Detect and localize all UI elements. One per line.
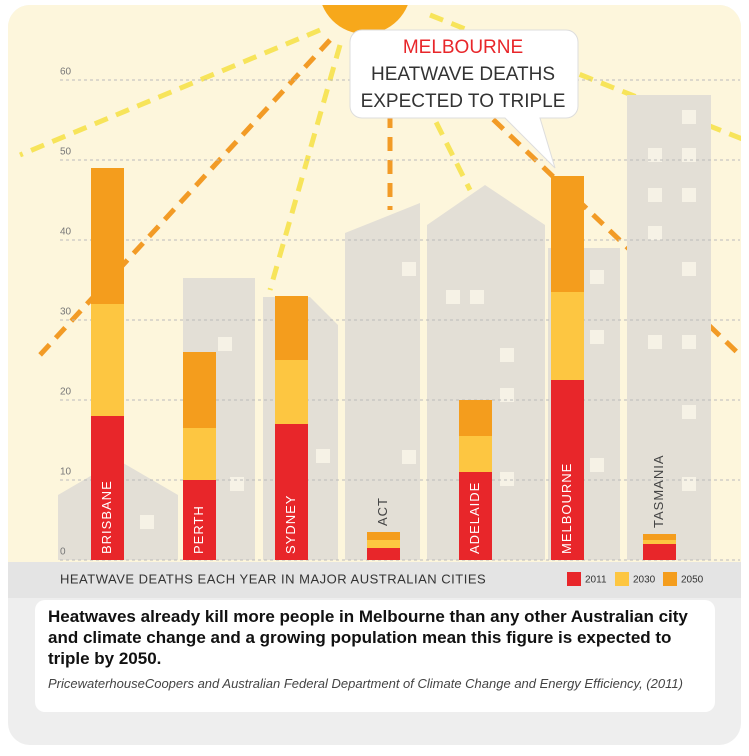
bar-segment (643, 534, 676, 540)
bar-segment (275, 360, 308, 424)
bar-segment (367, 532, 400, 540)
category-label: TASMANIA (651, 455, 666, 529)
bar-segment (459, 472, 492, 560)
y-tick-label: 40 (60, 227, 72, 238)
y-tick-label: 50 (60, 147, 72, 158)
bar-segment (275, 296, 308, 360)
bar-segment (459, 436, 492, 472)
annotation-line: HEATWAVE DEATHS (371, 64, 555, 85)
bar-segment (91, 416, 124, 560)
bar-segment (643, 540, 676, 544)
legend-swatch (567, 572, 581, 586)
y-tick-label: 20 (60, 387, 72, 398)
y-tick-label: 10 (60, 467, 72, 478)
category-label: BRISBANE (99, 480, 114, 554)
bar-segment (183, 428, 216, 480)
bar-segment (183, 480, 216, 560)
legend-swatch (663, 572, 677, 586)
legend-label: 2030 (633, 575, 656, 586)
callout (349, 29, 579, 169)
bar-segment (551, 380, 584, 560)
scene (8, 5, 741, 598)
category-label: ADELAIDE (467, 482, 482, 554)
bar-segment (367, 540, 400, 548)
category-label: ACT (375, 497, 390, 526)
bar-segment (551, 176, 584, 292)
y-tick-label: 30 (60, 307, 72, 318)
grid: 0 10 20 30 40 50 60 (60, 67, 740, 561)
x-axis-title: HEATWAVE DEATHS EACH YEAR IN MAJOR AUSTR… (60, 571, 486, 586)
source-text: PricewaterhouseCoopers and Australian Fe… (48, 676, 683, 691)
bars: BRISBANE PERTH SYDNEY ACT ADELAIDE MELBOURNE T… (91, 168, 676, 560)
category-label: PERTH (191, 505, 206, 554)
bar-segment (91, 304, 124, 416)
annotation-line: MELBOURNE (403, 37, 523, 58)
bar-segment (183, 352, 216, 428)
legend-label: 2011 (585, 575, 607, 586)
legend-label: 2050 (681, 575, 704, 586)
bar-segment (367, 548, 400, 560)
bar-segment (643, 544, 676, 560)
caption-text: Heatwaves already kill more people in Me… (48, 607, 688, 668)
caption-box (35, 600, 715, 712)
bar-segment (275, 424, 308, 560)
bar-segment (459, 400, 492, 436)
y-tick-label: 60 (60, 67, 72, 78)
bar-segment (551, 292, 584, 380)
y-tick-label: 0 (60, 547, 66, 558)
annotation-line: EXPECTED TO TRIPLE (361, 91, 566, 112)
caption: Heatwaves already kill more people in Me… (48, 606, 713, 691)
category-label: SYDNEY (283, 495, 298, 554)
bar-segment (91, 168, 124, 304)
category-label: MELBOURNE (559, 463, 574, 554)
legend-swatch (615, 572, 629, 586)
